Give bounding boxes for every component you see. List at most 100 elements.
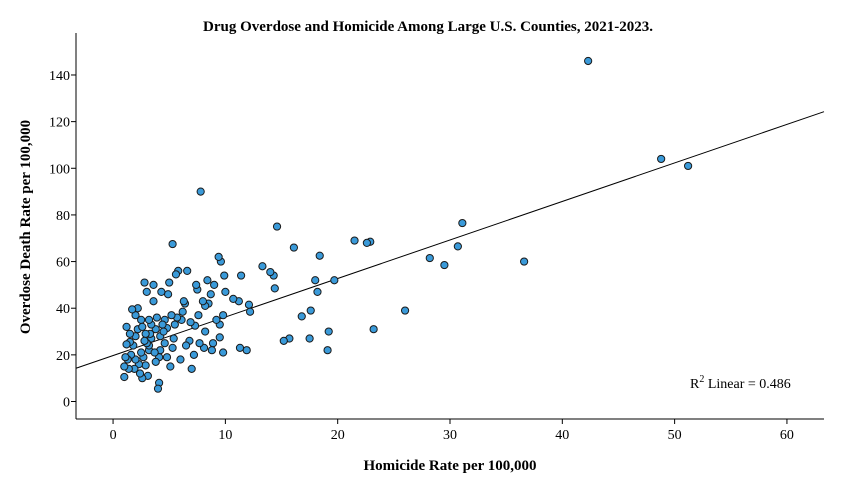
data-point (122, 340, 131, 349)
data-point (179, 297, 188, 306)
data-point (657, 154, 666, 164)
data-point (187, 364, 196, 373)
data-point (128, 305, 137, 314)
data-point (215, 333, 224, 342)
data-point (159, 327, 168, 336)
data-point (195, 339, 204, 348)
data-point (350, 236, 359, 245)
data-point (362, 238, 371, 248)
data-point (144, 315, 154, 324)
y-tick-label: 20 (56, 349, 70, 364)
data-point (207, 346, 216, 355)
data-point (684, 161, 693, 171)
data-point (160, 339, 169, 348)
data-point (120, 372, 129, 382)
data-point (279, 336, 288, 345)
axes: 0 10 20 30 40 50 60 0 20 40 60 80 100 120 140 (49, 33, 824, 443)
data-point (425, 253, 434, 263)
data-point (192, 280, 201, 289)
data-point (520, 257, 529, 266)
r-squared-rest: Linear = 0.486 (704, 377, 790, 392)
data-point (140, 336, 149, 345)
data-point (125, 329, 135, 338)
data-point (142, 287, 151, 296)
data-point (584, 56, 593, 66)
data-point (168, 239, 177, 249)
y-tick-label: 60 (56, 256, 70, 271)
data-point (212, 315, 221, 324)
data-point (181, 341, 191, 350)
data-point (171, 270, 181, 279)
points-group (120, 56, 693, 393)
data-point (141, 329, 150, 338)
data-point (178, 307, 187, 316)
x-tick-label: 30 (443, 428, 457, 443)
x-tick-label: 60 (780, 428, 794, 443)
data-point (141, 361, 150, 370)
data-point (170, 320, 179, 329)
data-point (168, 343, 177, 352)
data-point (236, 271, 246, 280)
data-point (189, 350, 199, 359)
data-point (311, 276, 320, 285)
data-point (140, 278, 149, 287)
data-point (297, 312, 306, 321)
data-point (323, 346, 332, 355)
data-point (210, 280, 219, 289)
r-squared-prefix: R (690, 377, 700, 392)
data-point (169, 334, 178, 343)
data-point (162, 353, 172, 362)
chart-title: Drug Overdose and Homicide Among Large U… (203, 19, 653, 35)
data-point (198, 297, 208, 306)
y-tick-label: 120 (49, 116, 70, 131)
data-point (244, 300, 254, 309)
data-point (203, 276, 212, 285)
x-tick-label: 50 (668, 428, 682, 443)
data-point (272, 222, 282, 231)
data-point (165, 278, 174, 287)
data-point (219, 348, 228, 357)
data-point (219, 311, 228, 320)
data-point (453, 242, 462, 251)
y-tick-label: 140 (49, 69, 70, 84)
data-point (186, 318, 195, 327)
data-point (149, 297, 158, 306)
data-point (135, 369, 145, 378)
y-tick-label: 80 (56, 209, 70, 224)
y-tick-label: 40 (56, 302, 70, 317)
data-point (157, 287, 166, 296)
data-point (194, 311, 203, 320)
data-point (266, 267, 275, 277)
data-point (369, 325, 378, 334)
data-point (220, 271, 229, 280)
data-point (152, 313, 161, 322)
r-squared-superscript: 2 (699, 374, 704, 385)
data-point (158, 320, 167, 329)
y-tick-label: 0 (63, 396, 70, 411)
data-point (313, 287, 322, 296)
r-squared-annotation: R2 Linear = 0.486 (690, 374, 791, 392)
x-tick-label: 10 (218, 428, 232, 443)
x-axis-label: Homicide Rate per 100,000 (363, 458, 536, 474)
data-point (315, 251, 324, 260)
y-axis-label: Overdose Death Rate per 100,000 (18, 120, 34, 334)
data-point (289, 243, 298, 252)
data-point (163, 290, 173, 299)
data-point (258, 262, 267, 271)
data-point (324, 327, 333, 336)
data-point (122, 322, 131, 331)
data-point (201, 327, 210, 336)
data-point (153, 384, 163, 393)
data-point (137, 348, 146, 357)
data-point (150, 348, 159, 357)
data-point (183, 266, 192, 275)
data-point (440, 260, 449, 270)
data-point (208, 339, 218, 348)
data-point (176, 355, 185, 364)
fit-line (75, 111, 825, 369)
data-point (167, 311, 176, 320)
data-point (400, 306, 410, 315)
data-point (120, 362, 129, 371)
